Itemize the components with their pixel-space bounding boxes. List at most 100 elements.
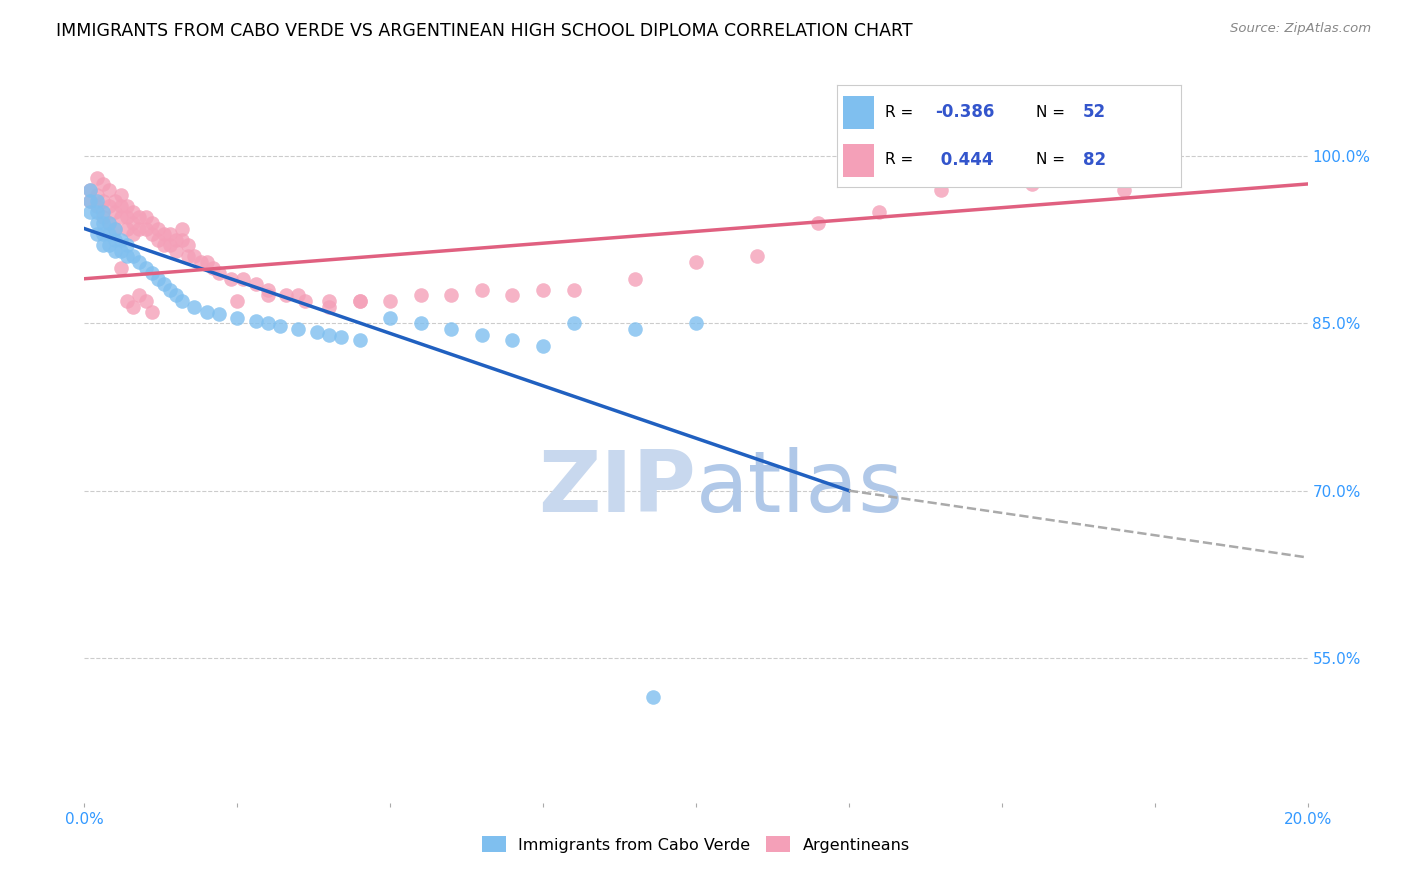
Text: Source: ZipAtlas.com: Source: ZipAtlas.com: [1230, 22, 1371, 36]
Text: N =: N =: [1036, 105, 1070, 120]
Point: [115, 221, 138, 235]
Point: [122, 249, 145, 264]
Point: [195, 255, 218, 269]
Point: [128, 288, 150, 302]
Point: [276, 288, 298, 302]
Point: [172, 294, 194, 309]
Point: [97, 216, 120, 230]
Point: [141, 216, 163, 230]
Point: [141, 305, 163, 319]
Point: [91, 205, 114, 219]
Point: [97, 227, 120, 241]
Point: [91, 177, 114, 191]
Point: [79, 194, 101, 208]
Text: -0.386: -0.386: [935, 103, 994, 121]
Legend: Immigrants from Cabo Verde, Argentineans: Immigrants from Cabo Verde, Argentineans: [475, 830, 917, 859]
Point: [330, 330, 353, 344]
Point: [86, 188, 108, 202]
Point: [79, 205, 101, 219]
Point: [115, 249, 138, 264]
Point: [122, 216, 145, 230]
Bar: [844, 96, 875, 128]
Point: [122, 300, 145, 314]
Point: [104, 194, 127, 208]
Point: [226, 294, 249, 309]
Point: [183, 300, 205, 314]
Point: [440, 322, 463, 336]
Point: [409, 288, 432, 302]
Point: [115, 211, 138, 225]
Text: R =: R =: [884, 105, 918, 120]
Point: [245, 314, 267, 328]
Point: [287, 322, 309, 336]
Point: [177, 238, 200, 252]
Point: [208, 266, 231, 280]
Point: [294, 294, 316, 309]
Point: [115, 199, 138, 213]
Point: [110, 211, 132, 225]
Point: [128, 255, 150, 269]
Point: [165, 244, 187, 258]
Point: [991, 171, 1014, 186]
Point: [562, 283, 585, 297]
Point: [245, 277, 267, 292]
Point: [91, 194, 114, 208]
Text: R =: R =: [884, 153, 918, 167]
Point: [146, 271, 169, 285]
Point: [929, 183, 952, 197]
Point: [122, 205, 145, 219]
Point: [86, 205, 108, 219]
Point: [146, 221, 169, 235]
Point: [104, 221, 127, 235]
Point: [97, 199, 120, 213]
Point: [91, 211, 114, 225]
Text: atlas: atlas: [696, 447, 904, 531]
Point: [747, 249, 769, 264]
Point: [1114, 183, 1136, 197]
Point: [208, 307, 231, 322]
Point: [502, 333, 524, 347]
Point: [305, 326, 328, 340]
Point: [135, 260, 157, 275]
Point: [318, 327, 340, 342]
Point: [183, 249, 205, 264]
Point: [257, 317, 280, 331]
Point: [318, 300, 340, 314]
Point: [104, 244, 127, 258]
Point: [110, 188, 132, 202]
Point: [562, 317, 585, 331]
Point: [110, 233, 132, 247]
Point: [471, 327, 494, 342]
Point: [165, 288, 187, 302]
Point: [624, 271, 647, 285]
Point: [531, 283, 554, 297]
Point: [159, 227, 181, 241]
Point: [219, 271, 242, 285]
Point: [115, 294, 138, 309]
Point: [380, 294, 402, 309]
Point: [531, 339, 554, 353]
Point: [502, 288, 524, 302]
Point: [79, 183, 101, 197]
Point: [257, 288, 280, 302]
Point: [110, 244, 132, 258]
Point: [287, 288, 309, 302]
Point: [177, 249, 200, 264]
Point: [471, 283, 494, 297]
Point: [349, 294, 371, 309]
Point: [146, 233, 169, 247]
Text: ZIP: ZIP: [538, 447, 696, 531]
Text: IMMIGRANTS FROM CABO VERDE VS ARGENTINEAN HIGH SCHOOL DIPLOMA CORRELATION CHART: IMMIGRANTS FROM CABO VERDE VS ARGENTINEA…: [56, 22, 912, 40]
Point: [153, 277, 176, 292]
Point: [195, 305, 218, 319]
Point: [643, 690, 665, 704]
Point: [97, 238, 120, 252]
Point: [685, 255, 707, 269]
Bar: [844, 145, 875, 177]
Point: [128, 221, 150, 235]
Point: [91, 238, 114, 252]
Point: [86, 199, 108, 213]
Point: [232, 271, 254, 285]
Point: [318, 294, 340, 309]
Point: [110, 260, 132, 275]
